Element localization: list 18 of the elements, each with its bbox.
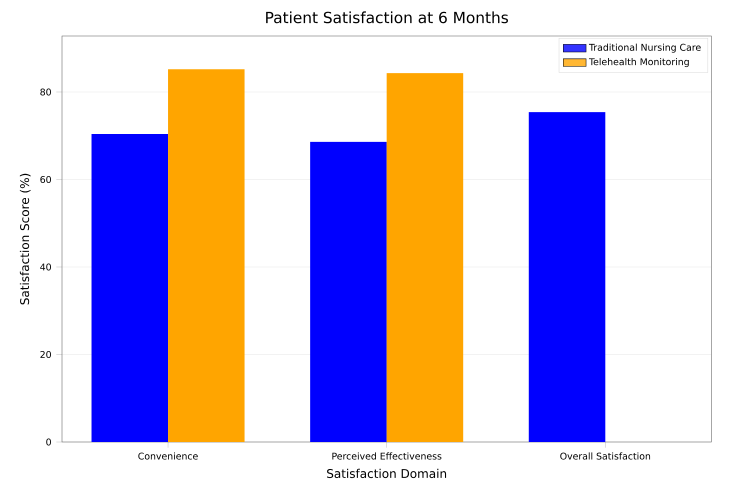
- y-tick-label: 60: [40, 176, 51, 184]
- x-axis-title: Satisfaction Domain: [327, 468, 446, 478]
- bar: [92, 134, 168, 442]
- legend-label: Traditional Nursing Care: [588, 44, 701, 53]
- x-tick-label: Overall Satisfaction: [560, 452, 650, 460]
- chart-title: Patient Satisfaction at 6 Months: [266, 11, 508, 24]
- y-tick-label: 80: [40, 88, 51, 96]
- x-tick-label: Convenience: [138, 452, 198, 460]
- y-axis-title: Satisfaction Score (%): [20, 174, 31, 304]
- bar: [528, 112, 606, 442]
- bar: [386, 73, 464, 442]
- legend-label: Telehealth Monitoring: [588, 58, 689, 68]
- y-tick-label: 0: [46, 438, 51, 446]
- y-tick-label: 40: [40, 263, 51, 271]
- y-tick-label: 20: [40, 350, 51, 358]
- bar: [310, 142, 387, 442]
- x-tick-label: Perceived Effectiveness: [332, 452, 442, 460]
- bar: [168, 69, 245, 442]
